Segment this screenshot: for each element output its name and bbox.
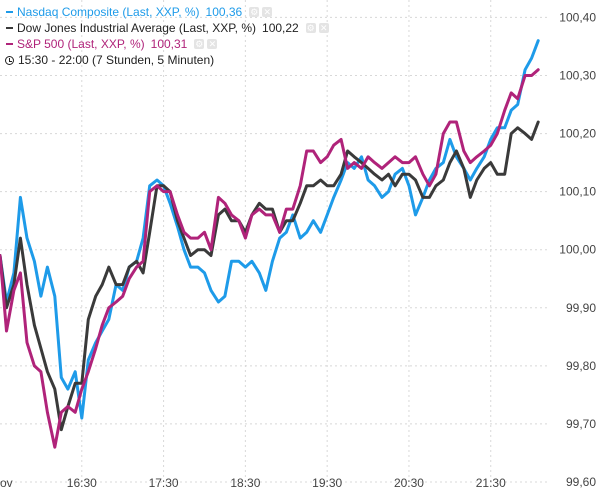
y-tick-label: 100,40 [559,10,596,24]
legend-swatch-sp [6,43,13,45]
x-edge-label: ov [0,476,13,490]
y-tick-label: 100,20 [559,127,596,141]
x-axis-ticks: 16:30 17:30 18:30 19:30 20:30 21:30 ov [0,476,506,490]
settings-icon[interactable]: ⚙ [305,23,316,33]
legend-item-dow[interactable]: Dow Jones Industrial Average (Last, XXP,… [4,20,329,36]
y-tick-label: 100,00 [559,243,596,257]
legend-swatch-dow [6,27,13,29]
settings-icon[interactable]: ⚙ [249,7,260,17]
x-tick-label: 20:30 [394,476,424,490]
legend-value-dow: 100,22 [262,21,299,35]
y-tick-label: 100,10 [559,185,596,199]
y-tick-label: 99,80 [566,359,596,373]
legend-value-sp: 100,31 [150,37,188,51]
legend-label-dow: Dow Jones Industrial Average (Last, XXP,… [17,21,257,35]
series-line-dow [0,120,540,432]
y-axis-ticks: 99,60 99,70 99,80 99,90 100,00 100,10 100,20 10… [559,10,596,489]
series-line-nasdaq [0,39,540,420]
y-tick-label: 99,60 [566,475,596,489]
x-tick-label: 19:30 [312,476,342,490]
timeframe-label: 15:30 - 22:00 (7 Stunden, 5 Minuten) [18,53,215,67]
legend-item-sp[interactable]: S&P 500 (Last, XXP, %) 100,31 ⚙ ✕ [4,36,329,52]
series-line-sp [0,68,540,449]
y-tick-label: 99,90 [566,301,596,315]
close-icon[interactable]: ✕ [262,7,273,17]
legend-timeframe: 15:30 - 22:00 (7 Stunden, 5 Minuten) [4,52,329,68]
y-tick-label: 99,70 [566,417,596,431]
clock-icon [5,55,14,65]
legend-item-nasdaq[interactable]: Nasdaq Composite (Last, XXP, %) 100,36 ⚙… [4,4,329,20]
close-icon[interactable]: ✕ [207,39,218,49]
x-tick-label: 21:30 [476,476,506,490]
x-tick-label: 16:30 [67,476,97,490]
close-icon[interactable]: ✕ [318,23,329,33]
y-tick-label: 100,30 [559,68,596,82]
settings-icon[interactable]: ⚙ [194,39,205,49]
legend-label-sp: S&P 500 (Last, XXP, %) [17,37,145,51]
legend-label-nasdaq: Nasdaq Composite (Last, XXP, %) [17,5,200,19]
x-tick-label: 18:30 [230,476,260,490]
chart-legend: Nasdaq Composite (Last, XXP, %) 100,36 ⚙… [4,4,329,68]
legend-value-nasdaq: 100,36 [205,5,243,19]
x-tick-label: 17:30 [149,476,179,490]
legend-swatch-nasdaq [6,11,13,13]
series-lines [0,39,540,449]
